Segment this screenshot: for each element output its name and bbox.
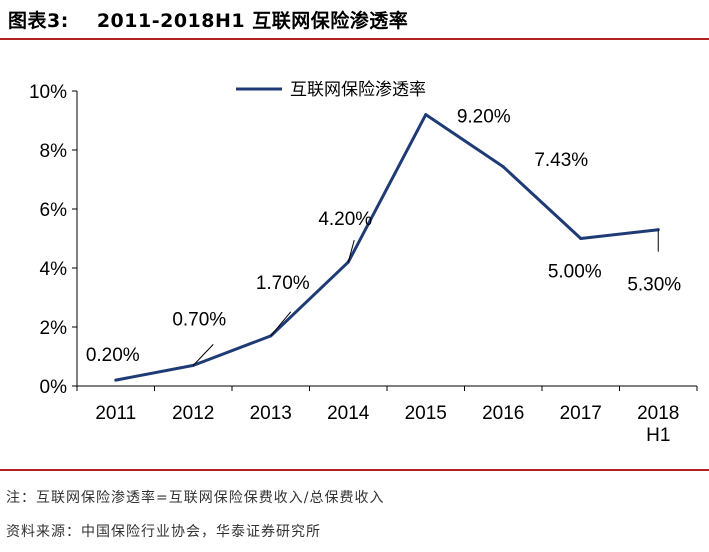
data-label: 1.70% [256, 273, 310, 294]
x-tick-label: 2012 [172, 403, 214, 424]
data-label: 9.20% [457, 107, 511, 128]
leader-line [192, 344, 214, 366]
data-point [114, 378, 118, 382]
data-point [579, 237, 583, 240]
y-tick-label: 2% [40, 318, 68, 339]
data-label: 7.43% [534, 150, 588, 171]
data-label: 5.30% [627, 275, 681, 296]
header-rule [0, 38, 709, 40]
y-tick-label: 4% [40, 259, 68, 280]
x-tick-label: 2011 [95, 403, 136, 424]
x-axis: 2011 2012 2013 2014 2015 2016 2017 2018H1 [76, 385, 698, 446]
x-tick-label: 2015 [405, 403, 447, 424]
data-label: 4.20% [318, 209, 372, 230]
y-tick-label: 0% [40, 377, 68, 398]
legend-label: 互联网保险渗透率 [290, 80, 426, 100]
y-tick-label: 6% [40, 200, 68, 221]
y-axis: 0% 2% 4% 6% 8% 10% [29, 82, 78, 398]
data-label: 0.70% [172, 309, 226, 330]
legend: 互联网保险渗透率 [236, 80, 426, 100]
data-point [501, 165, 505, 169]
source-note: 资料来源：中国保险行业协会，华泰证券研究所 [6, 524, 321, 540]
data-labels: 0.20% 0.70% 1.70% 4.20% 9.20% 7.43% 5.00% 5.30% [86, 107, 681, 367]
footnote: 注：互联网保险渗透率=互联网保险保费收入/总保费收入 [6, 490, 385, 506]
x-tick-label: 2018 [637, 403, 679, 424]
line-chart: 0%2%4%6%8%10% 2011 2012 2013 2014 2015 2016 20… [29, 80, 698, 446]
x-tick-label: 2016 [482, 403, 524, 424]
data-point [424, 113, 428, 117]
series-line [115, 113, 659, 382]
y-tick-label: 8% [40, 141, 68, 162]
figure-title: 2011-2018H1 互联网保险渗透率 [96, 9, 409, 32]
y-tick-label: 10% [29, 82, 67, 103]
footer-rule [0, 469, 709, 471]
leader-line [347, 239, 355, 263]
data-label: 5.00% [548, 262, 602, 283]
figure-label: 图表3: [8, 9, 69, 32]
x-tick-label: 2017 [560, 403, 602, 424]
figure-header: 图表3: 2011-2018H1 互联网保险渗透率 [8, 4, 408, 34]
leader-line [270, 311, 292, 337]
x-tick-label: 2014 [327, 403, 370, 424]
x-tick-label: H1 [646, 425, 670, 446]
x-tick-label: 2013 [250, 403, 292, 424]
data-label: 0.20% [86, 345, 140, 366]
